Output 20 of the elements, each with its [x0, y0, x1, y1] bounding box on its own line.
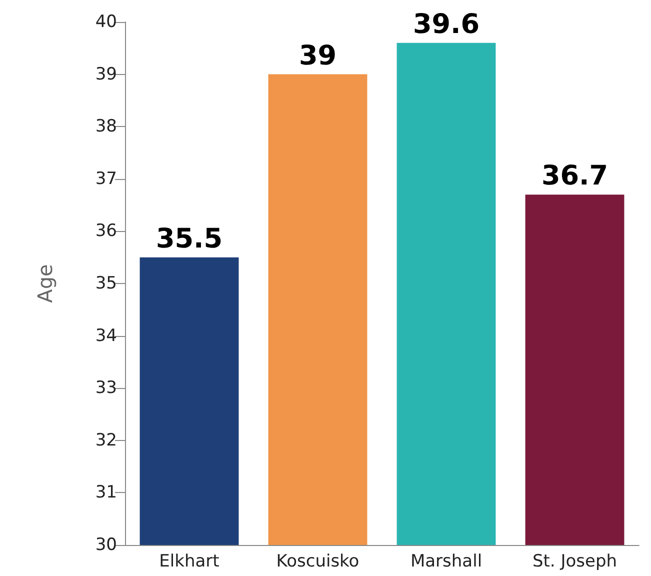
- x-tick-label: St. Joseph: [532, 552, 618, 572]
- x-tick-label: Koscuisko: [276, 552, 360, 572]
- y-tick-label: 33: [95, 378, 117, 398]
- y-tick-label: 36: [95, 221, 117, 242]
- y-tick-label: 30: [95, 535, 117, 555]
- y-tick-label: 32: [95, 430, 117, 450]
- x-tick-label: Marshall: [410, 552, 482, 572]
- data-label: 39: [298, 40, 337, 72]
- y-tick-label: 38: [95, 116, 117, 137]
- y-tick-label: 34: [95, 326, 117, 346]
- data-label: 39.6: [412, 8, 480, 40]
- x-tick-label: Elkhart: [159, 552, 220, 572]
- y-tick-label: 39: [95, 64, 117, 84]
- y-tick-label: 37: [95, 168, 117, 189]
- y-tick-label: 31: [95, 482, 117, 503]
- y-axis-title: Age: [33, 264, 57, 303]
- y-tick-label: 35: [95, 274, 117, 294]
- data-label: 35.5: [156, 223, 223, 254]
- data-label: 36.7: [541, 160, 608, 192]
- y-tick-label: 40: [95, 12, 117, 32]
